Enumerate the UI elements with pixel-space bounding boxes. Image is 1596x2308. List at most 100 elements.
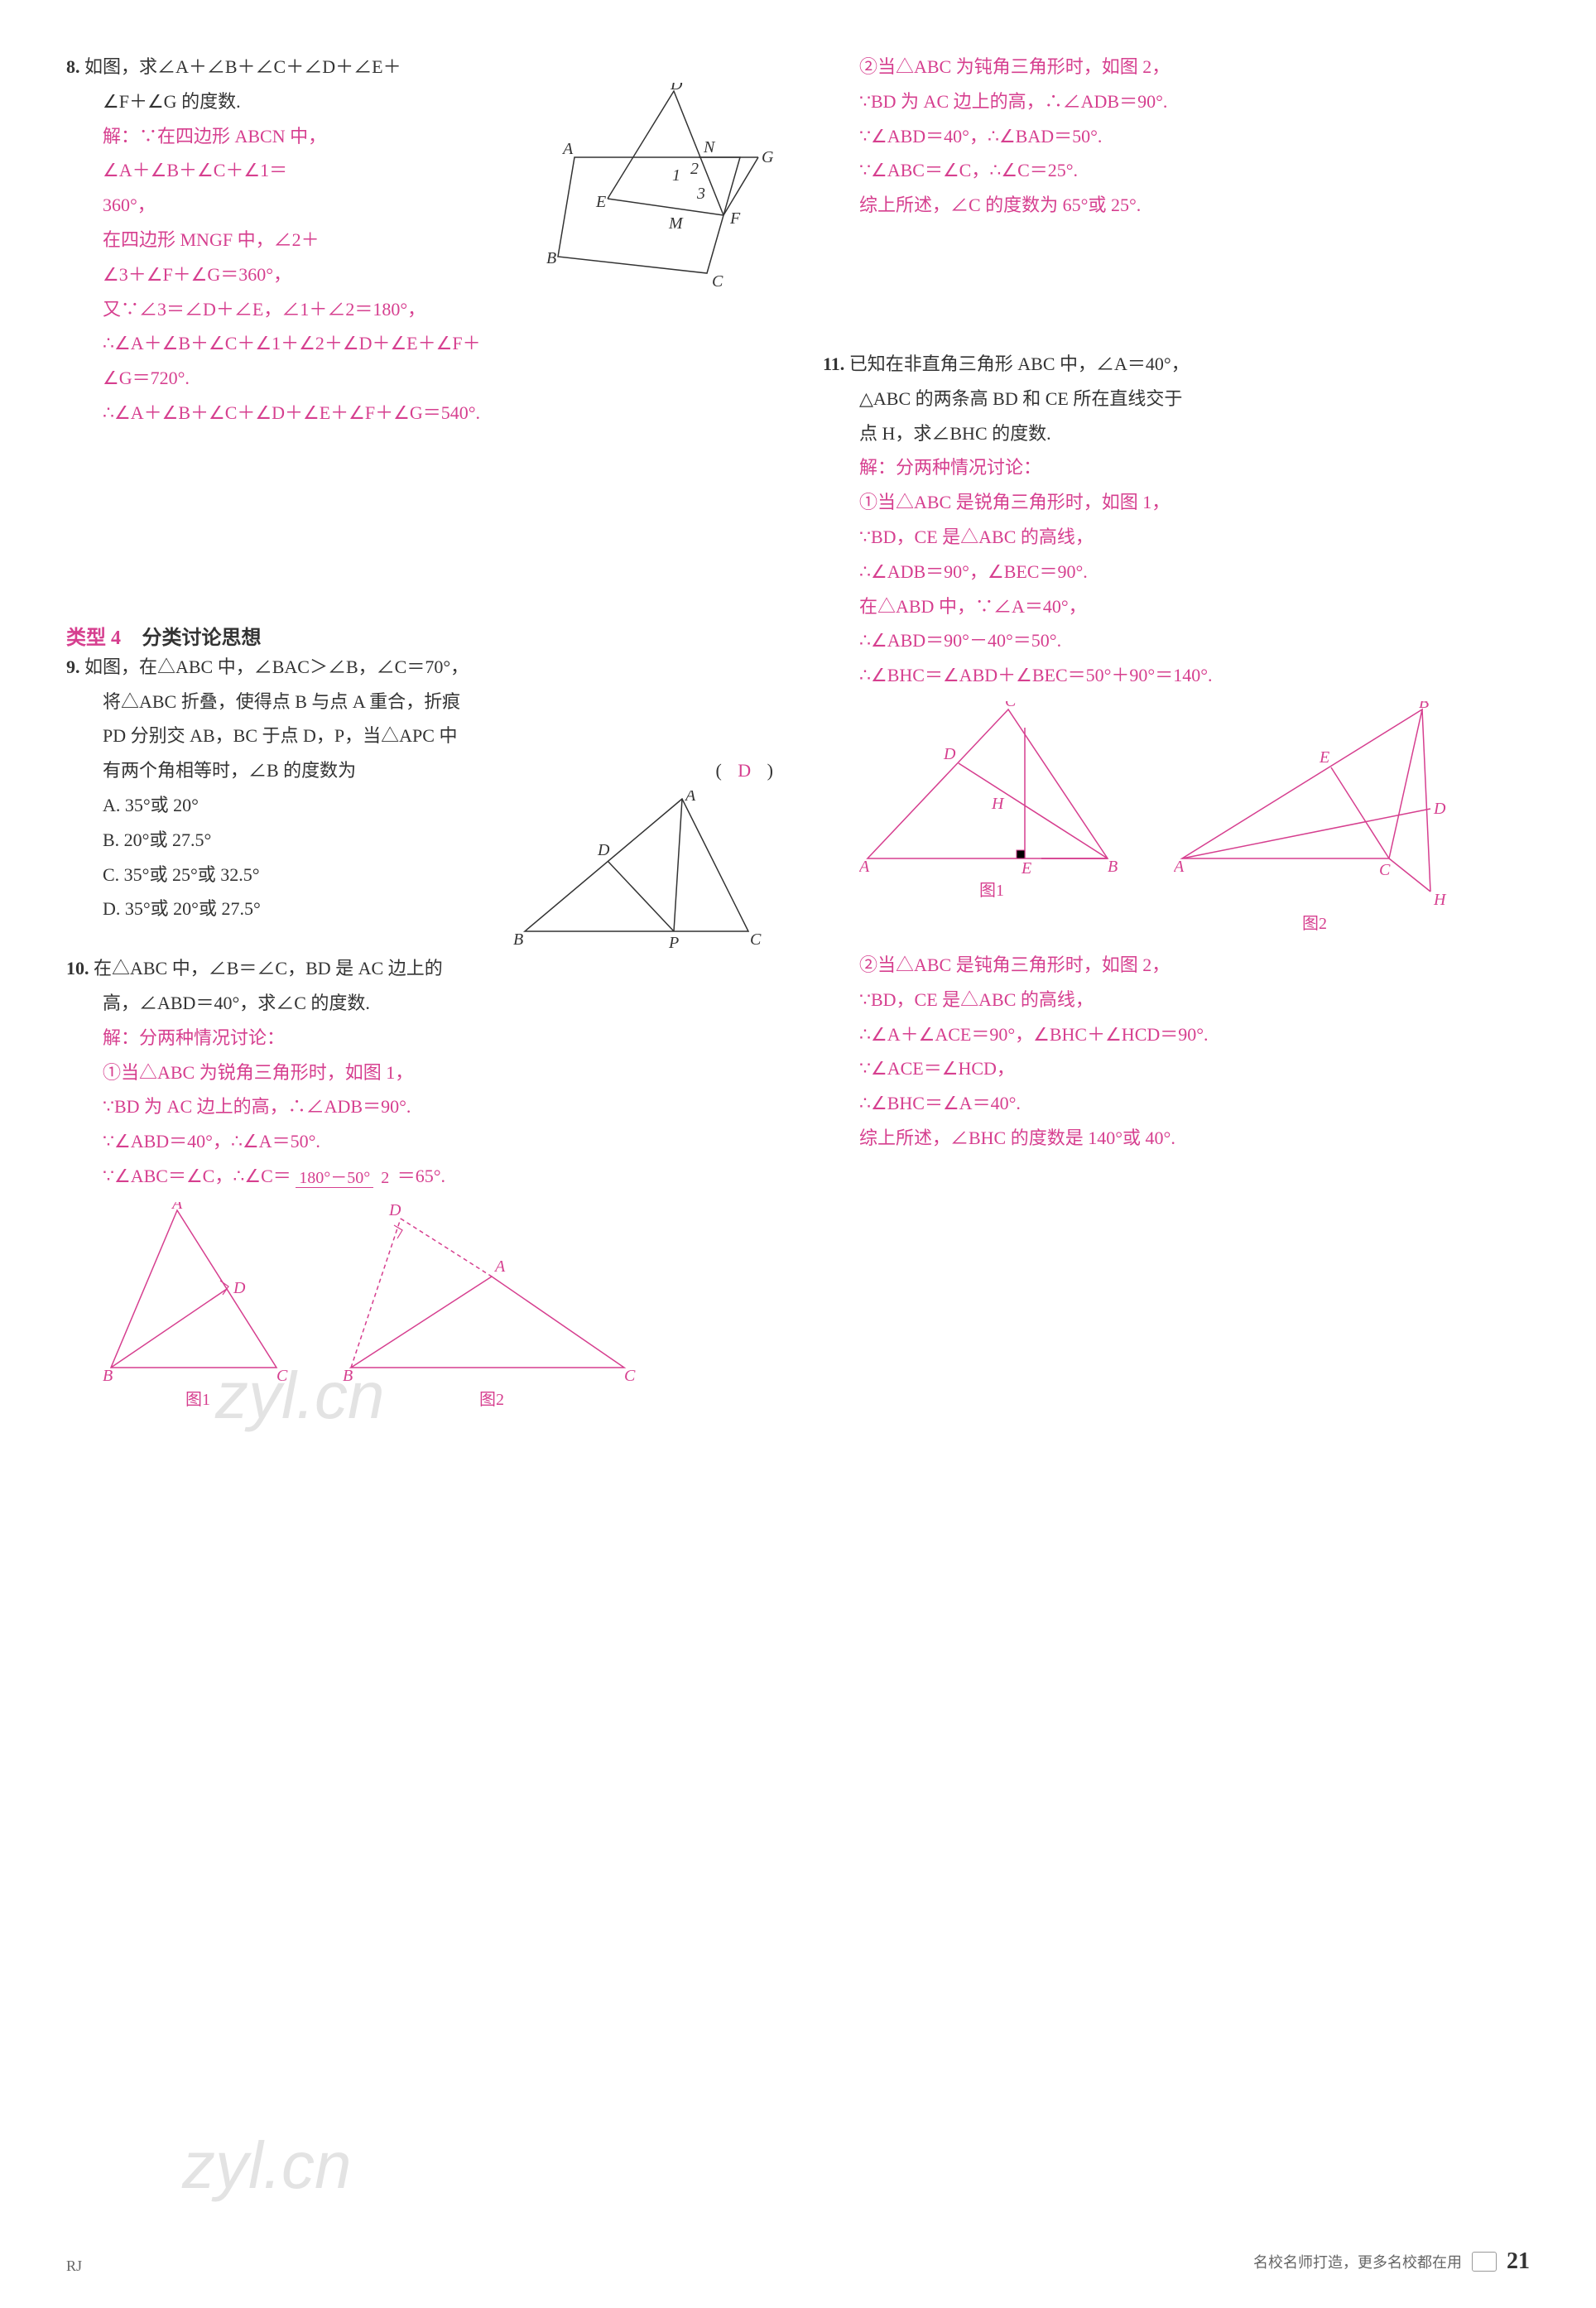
f11-2-E: E	[1319, 748, 1329, 767]
spacer-r	[823, 248, 1530, 347]
fig8-E: E	[595, 193, 606, 211]
p10-fig1-label: 图1	[185, 1384, 210, 1416]
footer-tagline: 名校名师打造，更多名校都在用	[1253, 2251, 1462, 2272]
footer-logo-icon	[1472, 2252, 1497, 2272]
p11-sb1: ∵BD，CE 是△ABC 的高线，	[859, 983, 1530, 1017]
p11-sb3: ∵∠ACE＝∠HCD，	[859, 1051, 1530, 1086]
p10-fig2-label: 图2	[479, 1384, 504, 1416]
frac-bot: 2	[377, 1169, 392, 1187]
p11-fig1-label: 图1	[979, 875, 1004, 906]
fig9-P: P	[668, 934, 679, 952]
p9-stem0: 如图，在△ABC 中，∠BAC＞∠B，∠C＝70°，	[84, 656, 469, 677]
problem-10-cont: ②当△ABC 为钝角三角形时，如图 2， ∵BD 为 AC 边上的高，∴∠ADB…	[823, 50, 1530, 223]
p10c-2: ∵∠ABD＝40°，∴∠BAD＝50°.	[859, 119, 1530, 154]
f11-2-C: C	[1379, 861, 1391, 879]
fig9-A: A	[684, 791, 696, 805]
f10-1-C: C	[276, 1367, 288, 1384]
p10-number: 10.	[66, 958, 89, 978]
p11-st1: ①当△ABC 是锐角三角形时，如图 1，	[859, 485, 1530, 520]
f11-2-H: H	[1433, 891, 1447, 908]
p10-sol-3: ∵∠ABD＝40°，∴∠A＝50°.	[103, 1124, 773, 1159]
p9-stem2: PD 分别交 AB，BC 于点 D，P，当△APC 中	[103, 719, 773, 753]
p10-figure1: A B C D	[103, 1202, 293, 1384]
f11-1-E: E	[1021, 859, 1031, 875]
f11-2-A: A	[1174, 858, 1185, 876]
problem-9: 9. 如图，在△ABC 中，∠BAC＞∠B，∠C＝70°， 将△ABC 折叠，使…	[66, 650, 773, 926]
p11-sb4: ∴∠BHC＝∠A＝40°.	[859, 1086, 1530, 1121]
p11-st4: 在△ABD 中，∵∠A＝40°，	[859, 589, 1530, 624]
f10-2-B: B	[343, 1367, 353, 1384]
p9-paren-close: )	[767, 760, 773, 781]
problem-11: 11. 已知在非直角三角形 ABC 中，∠A＝40°， △ABC 的两条高 BD…	[823, 347, 1530, 1156]
p9-answer: D	[738, 760, 751, 781]
fig8-2: 2	[690, 160, 699, 178]
p11-line1: 11. 已知在非直角三角形 ABC 中，∠A＝40°，	[823, 347, 1530, 382]
fig8-1: 1	[672, 166, 680, 185]
p11-stem1: △ABC 的两条高 BD 和 CE 所在直线交于	[859, 382, 1530, 416]
p11-stem2: 点 H，求∠BHC 的度数.	[859, 416, 1530, 451]
p10c-3: ∵∠ABC＝∠C，∴∠C＝25°.	[859, 153, 1530, 188]
p11-sb0: ②当△ABC 是钝角三角形时，如图 2，	[859, 948, 1530, 983]
p11-number: 11.	[823, 353, 844, 374]
p10-sol-2: ∵BD 为 AC 边上的高，∴∠ADB＝90°.	[103, 1089, 773, 1124]
p10-frac-pre: ∵∠ABC＝∠C，∴∠C＝	[103, 1166, 291, 1186]
p8-number: 8.	[66, 56, 80, 77]
p10-figures: A B C D 图1 A B C	[103, 1202, 773, 1416]
p11-st5: ∴∠ABD＝90°－40°＝50°.	[859, 623, 1530, 658]
p11-figure1: A B C D E H	[859, 701, 1124, 875]
p10-figure2: A B C D	[343, 1202, 641, 1384]
right-column: ②当△ABC 为钝角三角形时，如图 2， ∵BD 为 AC 边上的高，∴∠ADB…	[823, 50, 1530, 1440]
p10-sol-frac: ∵∠ABC＝∠C，∴∠C＝ 180°－50° 2 ＝65°.	[103, 1159, 773, 1194]
type4-heading: 类型 4 分类讨论思想	[66, 621, 773, 650]
type4-label: 类型 4	[66, 627, 121, 649]
page-number: 21	[1507, 2248, 1530, 2275]
footer-left: RJ	[66, 2258, 82, 2275]
f11-2-D: D	[1433, 800, 1446, 818]
p9-stem3: 有两个角相等时，∠B 的度数为	[103, 760, 356, 781]
fig8-N: N	[703, 138, 716, 156]
p11-figures: A B C D E H 图1	[859, 701, 1530, 940]
p8-sol-7: ∠G＝720°.	[103, 361, 773, 396]
fig8-M: M	[668, 214, 684, 233]
p10c-4: 综上所述，∠C 的度数为 65°或 25°.	[859, 188, 1530, 223]
p10-stem0: 在△ABC 中，∠B＝∠C，BD 是 AC 边上的	[94, 958, 443, 978]
p11-fig2-label: 图2	[1302, 908, 1327, 940]
p11-stem0: 已知在非直角三角形 ABC 中，∠A＝40°，	[849, 353, 1190, 374]
p9-figure: A B C D P	[508, 791, 765, 956]
p10c-1: ∵BD 为 AC 边上的高，∴∠ADB＝90°.	[859, 84, 1530, 119]
fig8-C: C	[712, 272, 723, 291]
p10-fig1-col: A B C D 图1	[103, 1202, 293, 1416]
f10-2-D: D	[388, 1202, 401, 1219]
p11-fig1-col: A B C D E H 图1	[859, 701, 1124, 940]
fig9-C: C	[750, 930, 762, 949]
f10-2-C: C	[624, 1367, 636, 1384]
f11-1-D: D	[943, 745, 956, 763]
fraction: 180°－50° 2	[296, 1169, 392, 1187]
fig8-3: 3	[696, 185, 705, 203]
p11-sb5: 综上所述，∠BHC 的度数是 140°或 40°.	[859, 1121, 1530, 1156]
fig9-D: D	[597, 841, 610, 859]
footer-right: 名校名师打造，更多名校都在用 21	[1253, 2248, 1530, 2275]
p10-sol-0: 解：分两种情况讨论：	[103, 1021, 773, 1055]
fig8-F: F	[729, 209, 741, 228]
p10-sol-1: ①当△ABC 为锐角三角形时，如图 1，	[103, 1055, 773, 1090]
p11-st3: ∴∠ADB＝90°，∠BEC＝90°.	[859, 555, 1530, 589]
p9-line1: 9. 如图，在△ABC 中，∠BAC＞∠B，∠C＝70°，	[66, 650, 773, 685]
p10-stem1: 高，∠ABD＝40°，求∠C 的度数.	[103, 986, 773, 1021]
fig8-G: G	[762, 148, 774, 166]
p9-number: 9.	[66, 656, 80, 677]
f11-2-B: B	[1419, 701, 1429, 712]
p8-stem-line1: 8. 如图，求∠A＋∠B＋∠C＋∠D＋∠E＋	[66, 50, 773, 84]
f10-2-A: A	[493, 1257, 506, 1276]
type4-title: 分类讨论思想	[142, 627, 262, 649]
problem-8: 8. 如图，求∠A＋∠B＋∠C＋∠D＋∠E＋ ∠F＋∠G 的度数. 解：∵在四边…	[66, 50, 773, 430]
p9-paren-open: (	[715, 760, 721, 781]
f11-1-H: H	[991, 795, 1005, 813]
fig8-A: A	[561, 140, 574, 158]
frac-top: 180°－50°	[296, 1169, 373, 1188]
p11-st0: 解：分两种情况讨论：	[859, 450, 1530, 485]
f10-1-D: D	[233, 1279, 246, 1297]
watermark-2: zyl.cn	[182, 2128, 352, 2204]
left-column: 8. 如图，求∠A＋∠B＋∠C＋∠D＋∠E＋ ∠F＋∠G 的度数. 解：∵在四边…	[66, 50, 773, 1440]
p8-sol-8: ∴∠A＋∠B＋∠C＋∠D＋∠E＋∠F＋∠G＝540°.	[103, 396, 773, 430]
